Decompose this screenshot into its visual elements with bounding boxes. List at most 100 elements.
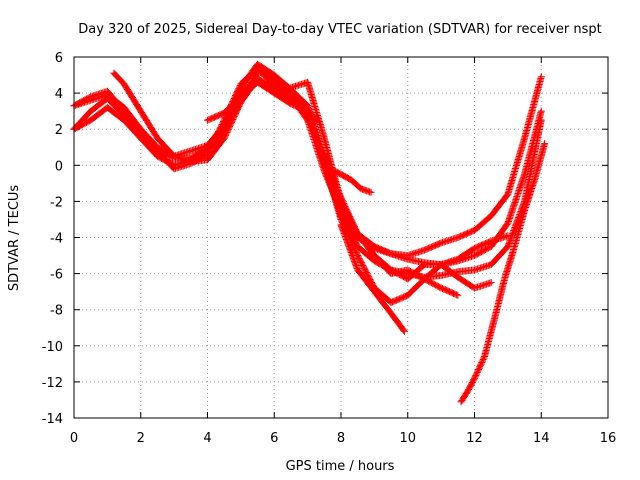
x-tick-label: 14 [533, 431, 550, 446]
series-H [204, 78, 322, 124]
data-point [187, 146, 210, 162]
data-point [254, 78, 277, 96]
data-point [404, 276, 427, 299]
data-point [464, 376, 478, 395]
data-point [370, 252, 394, 276]
data-point [370, 244, 393, 257]
data-point [137, 131, 160, 155]
data-point [304, 107, 320, 123]
data-point [420, 262, 444, 283]
data-point [354, 243, 377, 264]
data-point [254, 64, 277, 89]
series-G [110, 69, 512, 306]
data-point [457, 388, 471, 406]
series-D [70, 75, 495, 292]
data-point [220, 100, 244, 142]
y-tick-label: 0 [55, 159, 63, 174]
data-point [103, 104, 127, 123]
data-point [370, 288, 394, 316]
data-point [120, 80, 144, 114]
data-point [170, 160, 193, 173]
data-point [541, 140, 549, 148]
y-tick-label: -8 [50, 304, 63, 319]
series-A [70, 60, 545, 259]
data-point [320, 158, 345, 222]
data-point [347, 176, 364, 192]
data-point [537, 73, 545, 81]
grid [74, 57, 608, 418]
data-point [404, 255, 427, 266]
data-point [437, 256, 460, 269]
data-point [437, 234, 460, 247]
data-point [504, 232, 512, 240]
data-point [404, 247, 427, 259]
data-point [367, 188, 375, 196]
data-point [287, 100, 310, 114]
data-points [70, 60, 549, 406]
data-point [387, 250, 410, 263]
data-point [103, 95, 127, 118]
data-point [110, 69, 127, 87]
data-point [153, 134, 177, 159]
data-point [511, 208, 528, 250]
data-point [487, 191, 511, 220]
data-point [370, 284, 394, 305]
x-tick-label: 4 [203, 431, 211, 446]
data-point [87, 88, 110, 101]
data-point [204, 135, 227, 164]
data-point [487, 279, 495, 287]
data-point [420, 240, 444, 254]
data-point [454, 291, 462, 299]
y-tick-label: -4 [50, 232, 63, 247]
data-point [337, 170, 354, 183]
y-tick-label: 4 [55, 87, 63, 102]
data-point [187, 142, 210, 155]
x-tick-label: 2 [137, 431, 145, 446]
data-point [504, 136, 528, 198]
data-point [404, 266, 427, 282]
data-point [471, 243, 494, 259]
data-point [471, 279, 494, 292]
data-point [354, 230, 377, 258]
data-point [337, 215, 361, 258]
x-axis-ticks: 0 2 4 6 8 10 12 14 16 [70, 57, 616, 446]
series-J [457, 140, 549, 406]
data-point [501, 244, 518, 283]
y-tick-label: 2 [55, 123, 63, 138]
data-point [537, 116, 545, 124]
data-point [87, 95, 110, 115]
data-point [454, 227, 477, 241]
data-point [254, 75, 277, 91]
data-point [237, 79, 260, 101]
x-axis-label: GPS time / hours [286, 459, 395, 474]
x-tick-label: 10 [399, 431, 416, 446]
data-point [204, 110, 227, 124]
data-point [204, 126, 227, 153]
data-point [287, 93, 310, 111]
x-tick-label: 12 [466, 431, 483, 446]
data-point [487, 232, 510, 245]
plot-frame [73, 56, 609, 419]
data-point [220, 94, 244, 117]
data-point [170, 152, 193, 165]
data-point [521, 74, 545, 142]
data-point [237, 65, 260, 88]
x-tick-label: 8 [337, 431, 345, 446]
data-point [471, 261, 494, 274]
data-point [504, 172, 528, 227]
x-tick-label: 0 [70, 431, 78, 446]
data-point [330, 167, 344, 178]
data-point [491, 277, 508, 323]
data-point [153, 149, 177, 162]
data-point [471, 213, 494, 234]
y-tick-label: -6 [50, 268, 63, 283]
y-tick-label: -12 [42, 376, 63, 391]
data-point [337, 194, 361, 236]
data-point [471, 238, 494, 252]
data-point [387, 266, 410, 278]
y-tick-label: 6 [55, 51, 63, 66]
series-B [70, 67, 545, 269]
data-point [137, 107, 161, 141]
data-point [270, 89, 294, 107]
